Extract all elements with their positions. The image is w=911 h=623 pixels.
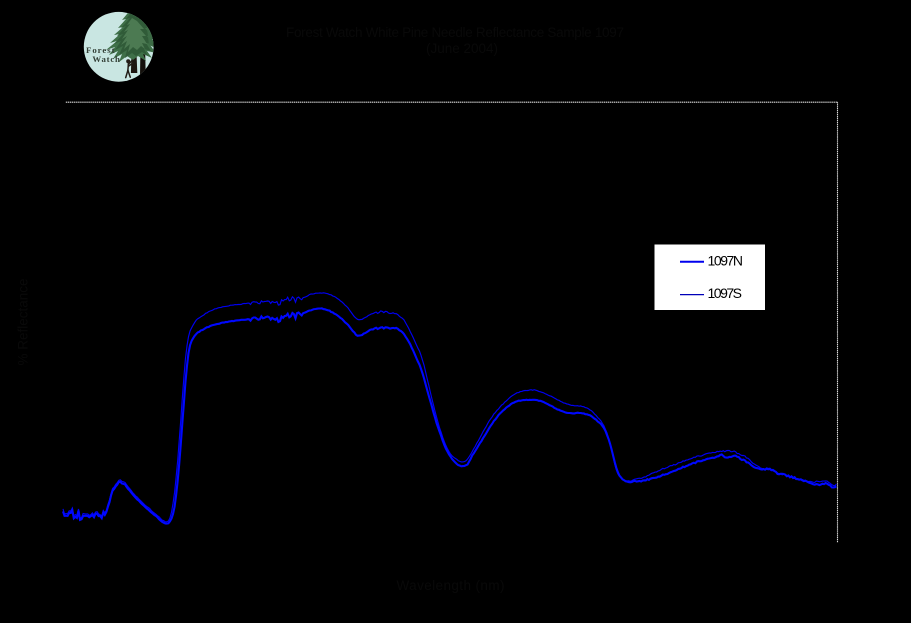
svg-text:(June 2004): (June 2004) (426, 41, 498, 56)
svg-text:1097N: 1097N (708, 252, 744, 268)
svg-text:Forest Watch White Pine Needle: Forest Watch White Pine Needle Reflectan… (286, 25, 624, 40)
svg-text:Wavelength (nm): Wavelength (nm) (397, 578, 505, 593)
svg-text:Watch: Watch (92, 54, 120, 64)
svg-text:1097S: 1097S (708, 285, 743, 301)
svg-text:% Reflectance: % Reflectance (16, 278, 31, 365)
svg-text:Forest: Forest (86, 45, 115, 55)
